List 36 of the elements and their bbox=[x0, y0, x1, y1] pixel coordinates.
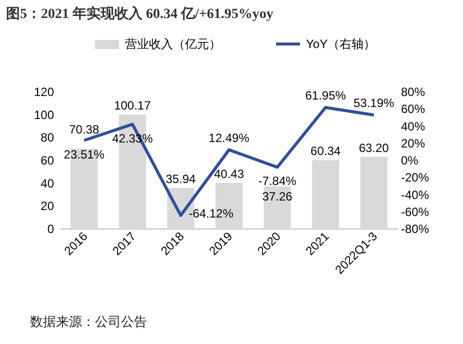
bar bbox=[264, 186, 291, 229]
data-label: 60.34 bbox=[310, 144, 341, 158]
data-label: 61.95% bbox=[305, 88, 346, 102]
y-tick-label: 80 bbox=[40, 130, 54, 145]
y-tick-label: 40 bbox=[40, 176, 54, 190]
y2-tick-label: 80% bbox=[401, 85, 426, 99]
data-label: 53.19% bbox=[354, 96, 395, 110]
data-label: 37.26 bbox=[262, 189, 293, 204]
y-tick-label: 120 bbox=[34, 85, 54, 99]
bar bbox=[360, 156, 388, 229]
y-tick-label: 0 bbox=[47, 222, 54, 236]
source-note: 数据来源：公司公告 bbox=[30, 314, 147, 329]
data-label: -7.84% bbox=[258, 174, 297, 188]
data-label: 40.43 bbox=[214, 166, 244, 181]
data-label: 35.94 bbox=[166, 172, 196, 186]
data-label: 70.38 bbox=[69, 122, 100, 136]
bar bbox=[312, 160, 340, 229]
y2-tick-label: -60% bbox=[401, 204, 430, 219]
y2-tick-label: 0% bbox=[401, 154, 419, 168]
y2-tick-label: -20% bbox=[401, 170, 430, 185]
data-label: -64.12% bbox=[188, 206, 234, 220]
y2-tick-label: 40% bbox=[401, 119, 426, 134]
y2-tick-label: 20% bbox=[401, 136, 426, 150]
legend-label: YoY（右轴） bbox=[306, 37, 376, 51]
y-tick-label: 20 bbox=[40, 199, 54, 214]
data-label: 100.17 bbox=[114, 98, 152, 113]
y-tick-label: 60 bbox=[40, 154, 54, 168]
y-tick-label: 100 bbox=[34, 108, 54, 122]
y2-tick-label: -40% bbox=[401, 188, 430, 202]
chart-title: 图5：2021 年实现收入 60.34 亿/+61.95%yoy bbox=[6, 5, 274, 22]
data-label: 63.20 bbox=[358, 140, 390, 155]
legend-label: 营业收入（亿元） bbox=[125, 37, 221, 51]
y2-tick-label: 60% bbox=[401, 102, 426, 116]
data-label: 12.49% bbox=[208, 130, 250, 145]
y2-tick-label: -80% bbox=[401, 222, 430, 236]
data-label: 23.51% bbox=[64, 147, 105, 162]
